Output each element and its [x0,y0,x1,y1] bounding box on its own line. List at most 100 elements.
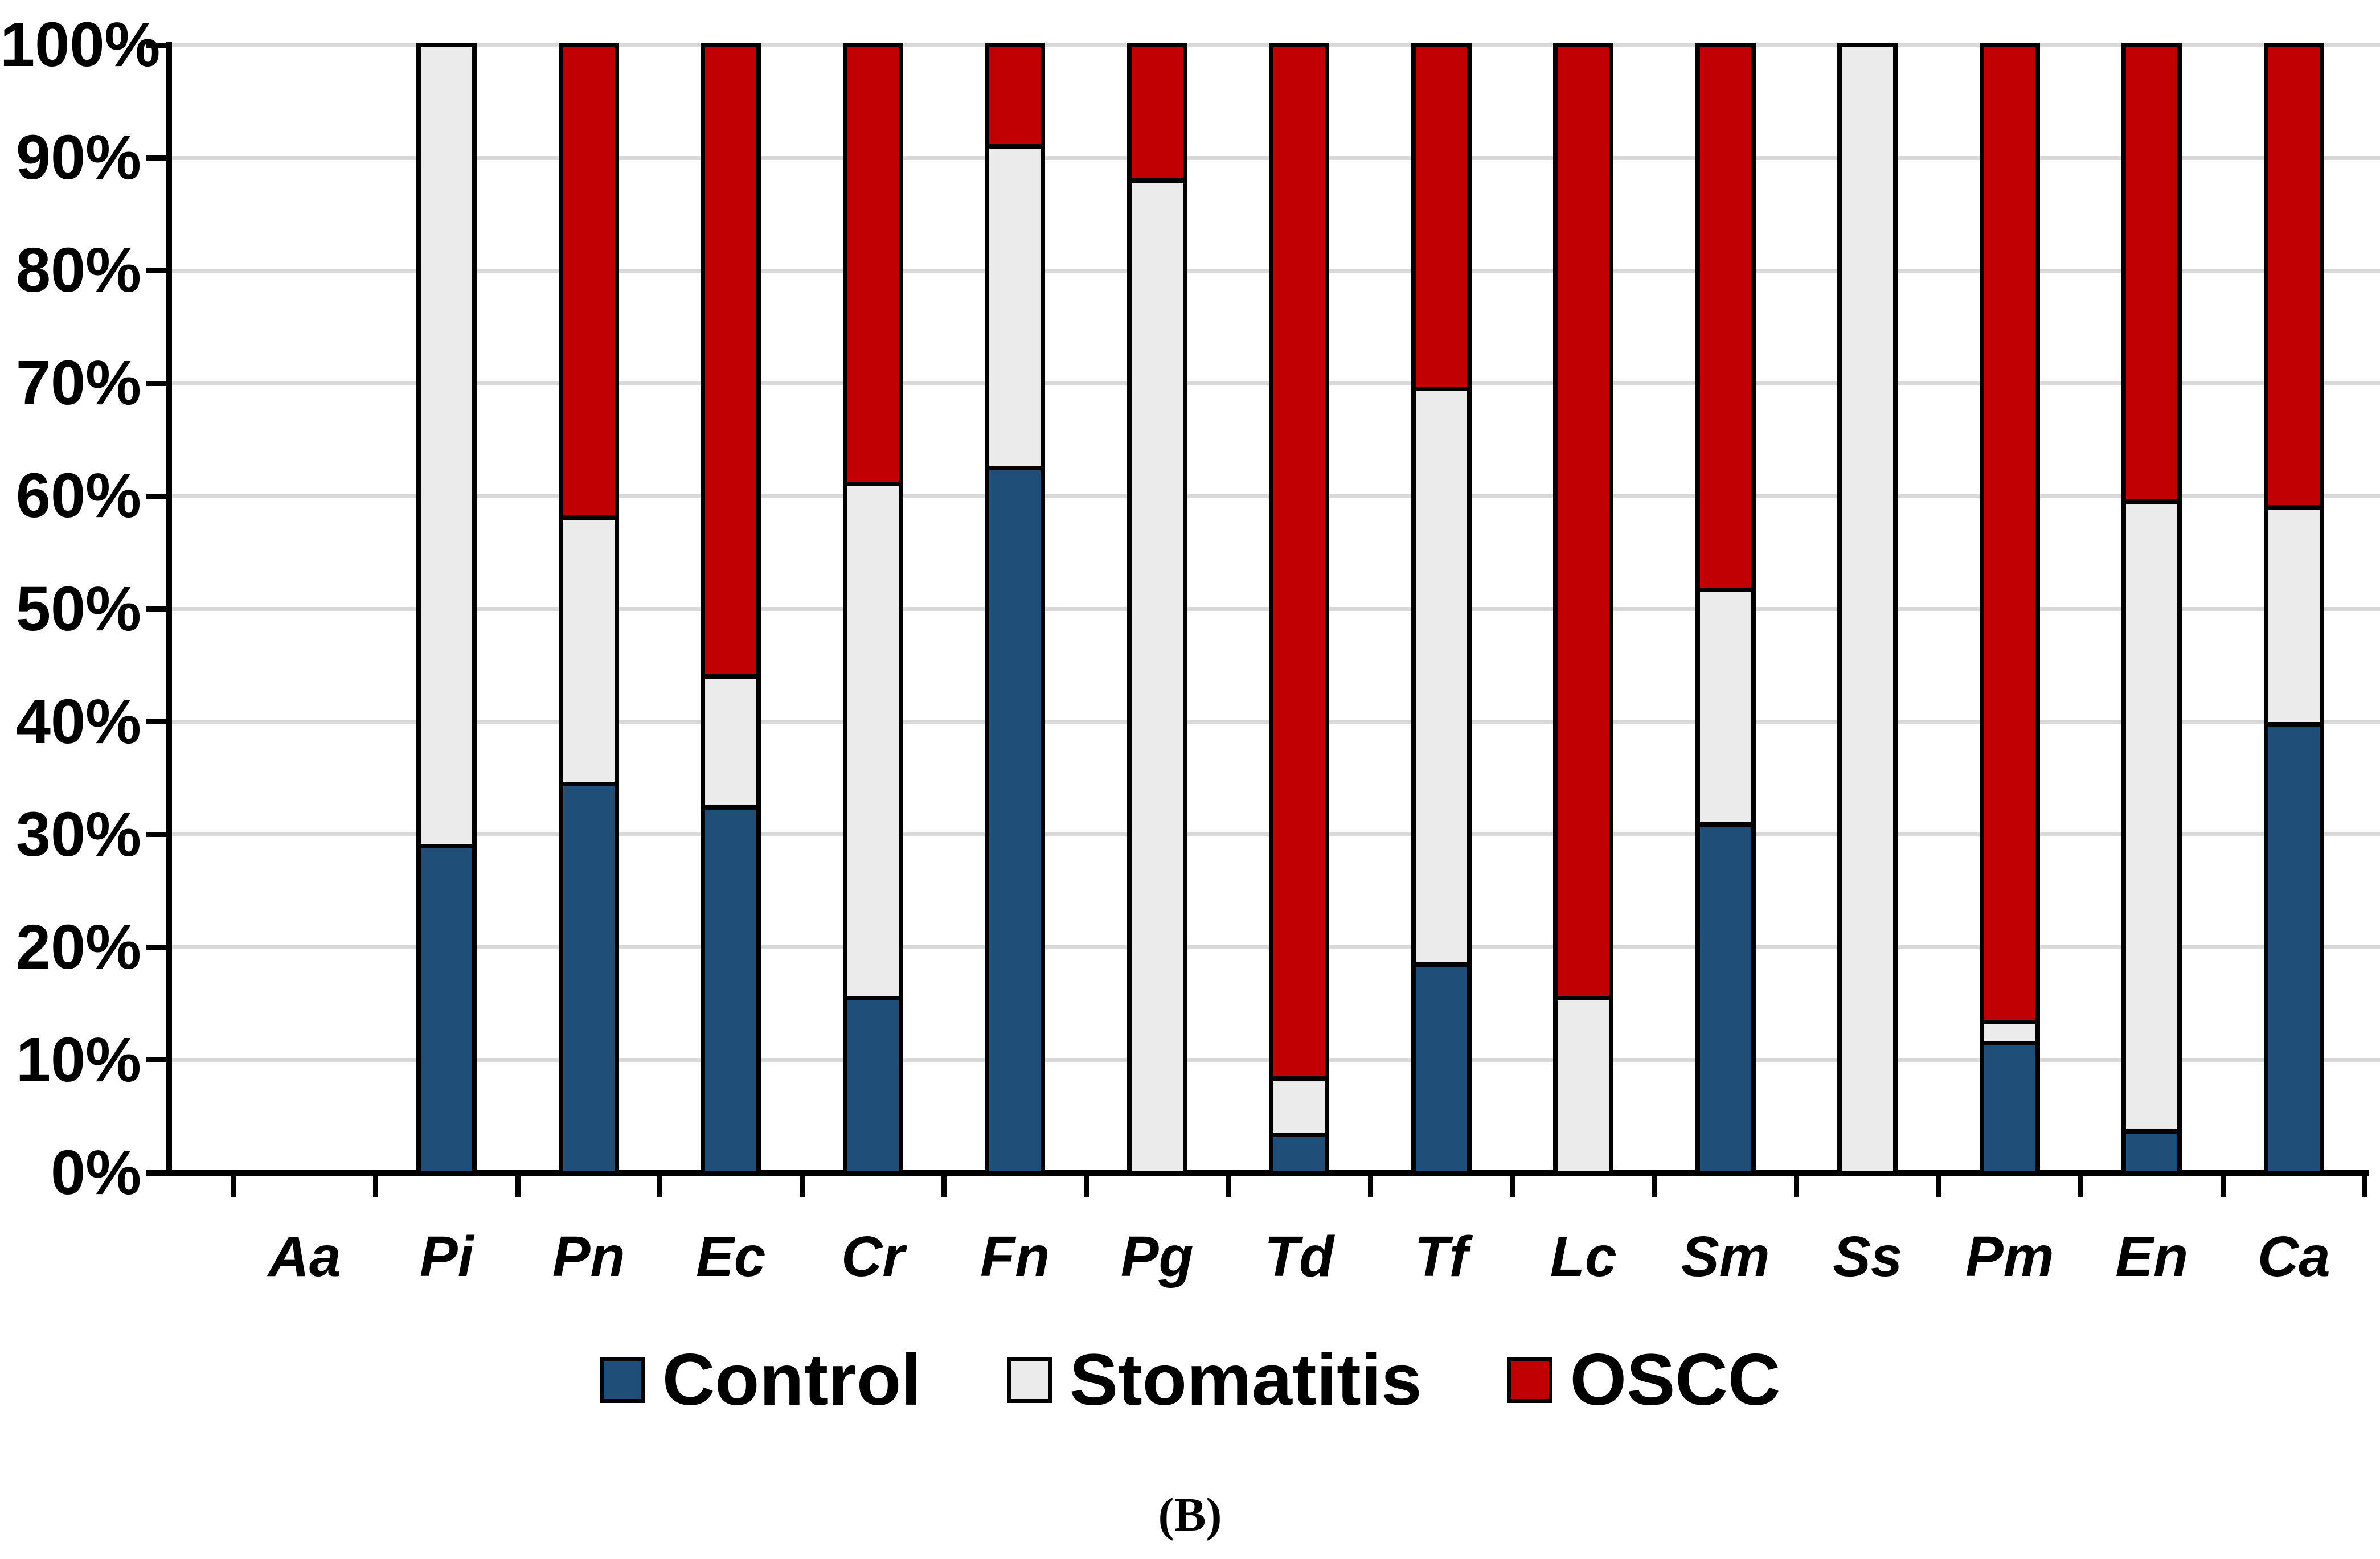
bar-segment-pn-control [558,781,619,1175]
legend-swatch-control [599,1357,645,1403]
bar-segment-pn-stomatitis [558,515,619,786]
x-axis-label-ca: Ca [2257,1225,2330,1289]
y-axis-tick-label: 90% [15,122,141,193]
x-axis-tick [2362,1176,2367,1197]
x-axis-tick [1367,1176,1373,1197]
bar-segment-pg-oscc [1126,43,1187,183]
bar-segment-td-control [1269,1132,1330,1175]
x-axis-label-cr: Cr [841,1225,905,1289]
x-axis-label-pn: Pn [552,1225,625,1289]
bar-segment-pm-control [1979,1041,2040,1175]
y-axis-tick-label: 0% [51,1138,141,1208]
bar-segment-ca-oscc [2263,43,2324,510]
x-axis-tick [2220,1176,2226,1197]
legend-item-stomatitis: Stomatitis [1006,1339,1422,1421]
x-axis-tick [1226,1176,1231,1197]
y-axis-tick-label: 80% [15,235,141,306]
x-axis-tick [1794,1176,1799,1197]
x-axis-label-td: Td [1264,1225,1334,1289]
x-axis-tick [515,1176,521,1197]
y-axis-tick-10 [146,1057,169,1063]
bar-segment-tf-control [1411,962,1472,1175]
x-axis-label-pm: Pm [1965,1225,2054,1289]
x-axis-tick [657,1176,662,1197]
x-axis-tick [799,1176,805,1197]
bar-segment-ec-stomatitis [701,674,761,810]
bar-segment-ca-control [2263,721,2324,1175]
bar-segment-sm-oscc [1695,43,1756,592]
x-axis-label-fn: Fn [980,1225,1050,1289]
legend-item-control: Control [599,1339,921,1421]
x-axis-tick [1936,1176,1941,1197]
bar-segment-ss-stomatitis [1837,43,1898,1175]
x-axis-tick [1083,1176,1089,1197]
bar-segment-fn-control [985,465,1046,1175]
legend-swatch-stomatitis [1006,1357,1052,1403]
bar-segment-ca-stomatitis [2263,505,2324,727]
legend-item-oscc: OSCC [1507,1344,1780,1417]
x-axis-label-sm: Sm [1681,1225,1770,1289]
x-axis-label-tf: Tf [1414,1225,1468,1289]
x-axis-tick [373,1176,378,1197]
figure-caption: (B) [1158,1488,1222,1541]
y-axis-tick-label: 30% [15,799,141,869]
y-axis-tick-90 [146,155,169,161]
bar-segment-en-oscc [2121,43,2182,504]
bar-segment-td-stomatitis [1269,1076,1330,1137]
y-axis-tick-100 [146,42,169,48]
legend-label: Control [662,1339,921,1421]
y-axis-tick-label: 70% [15,348,141,419]
x-axis-label-aa: Aa [268,1225,341,1289]
x-axis-tick [941,1176,947,1197]
y-axis-tick-70 [146,380,169,386]
legend-swatch-oscc [1507,1357,1553,1403]
bar-segment-pi-control [416,843,477,1175]
bar-segment-en-control [2121,1129,2182,1175]
bar-segment-tf-stomatitis [1411,387,1472,967]
bar-segment-sm-control [1695,822,1756,1175]
y-axis-tick-60 [146,493,169,499]
bar-segment-en-stomatitis [2121,499,2182,1134]
bar-segment-pn-oscc [558,43,619,520]
bar-segment-lc-stomatitis [1553,995,1614,1175]
bar-segment-fn-stomatitis [985,144,1046,470]
bar-segment-cr-oscc [842,43,903,486]
bar-segment-cr-stomatitis [842,481,903,1000]
y-axis-tick-80 [146,268,169,273]
bar-segment-ec-oscc [701,43,761,679]
x-axis-label-en: En [2115,1225,2189,1289]
y-axis-tick-label: 40% [15,686,141,757]
y-axis-tick-label: 60% [15,461,141,531]
bar-segment-tf-oscc [1411,43,1472,392]
x-axis-tick [1510,1176,1515,1197]
x-axis-label-lc: Lc [1550,1225,1617,1289]
y-axis-tick-label: 100% [0,10,161,80]
y-axis-tick-50 [146,606,169,612]
y-axis-tick-20 [146,945,169,950]
x-axis-tick [2078,1176,2083,1197]
x-axis-label-ec: Ec [696,1225,766,1289]
x-axis-label-pg: Pg [1120,1225,1194,1289]
x-axis-label-ss: Ss [1833,1225,1903,1289]
x-axis-line [146,1170,2369,1176]
chart-legend: Control Stomatitis OSCC [0,1344,2380,1417]
x-axis-label-pi: Pi [420,1225,474,1289]
x-axis-tick [1652,1176,1657,1197]
bar-segment-cr-control [842,995,903,1175]
bar-segment-pg-stomatitis [1126,178,1187,1175]
y-axis-line [166,42,172,1176]
legend-label: OSCC [1570,1339,1781,1421]
y-axis-tick-30 [146,832,169,838]
bar-segment-sm-stomatitis [1695,587,1756,827]
legend-label: Stomatitis [1069,1339,1422,1421]
bar-segment-pm-oscc [1979,43,2040,1024]
y-axis-tick-label: 10% [15,1024,141,1095]
bar-segment-lc-oscc [1553,43,1614,1000]
x-axis-tick [231,1176,236,1197]
bar-segment-td-oscc [1269,43,1330,1081]
bar-segment-pi-stomatitis [416,43,477,848]
y-axis-tick-40 [146,719,169,725]
y-axis-tick-label: 50% [15,573,141,644]
y-axis-tick-label: 20% [15,912,141,982]
